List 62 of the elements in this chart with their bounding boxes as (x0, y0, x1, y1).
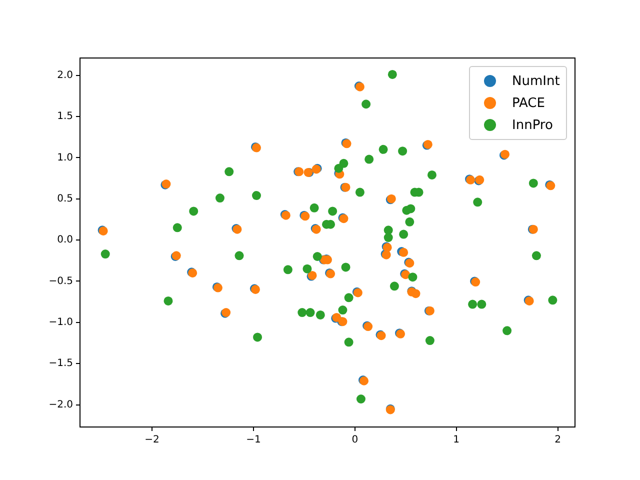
point (215, 194, 224, 203)
point (528, 178, 538, 188)
legend-label: NumInt (512, 74, 560, 88)
point (390, 282, 399, 291)
point (302, 264, 312, 274)
y-tick-label: −1.5 (48, 358, 73, 370)
point (344, 338, 354, 347)
point (283, 265, 292, 274)
point (502, 326, 512, 336)
point (355, 188, 364, 197)
point (344, 293, 354, 302)
point (388, 70, 397, 79)
y-tick-label: −0.5 (48, 276, 73, 287)
point (328, 206, 338, 216)
point (224, 167, 234, 176)
x-tick-label: −2 (144, 434, 160, 446)
legend-label: PACE (512, 96, 545, 110)
x-tick-label: 2 (554, 434, 561, 446)
x-tick-label: 0 (352, 434, 358, 446)
y-tick-label: 0.5 (57, 193, 73, 204)
point (378, 144, 388, 154)
point (356, 394, 366, 404)
point (408, 272, 418, 282)
point (405, 217, 414, 226)
y-tick-label: −1.0 (48, 316, 73, 328)
point (362, 100, 371, 109)
point (338, 306, 348, 315)
y-tick-label: 1.5 (57, 111, 73, 122)
point (164, 296, 173, 306)
point (189, 206, 198, 216)
point (411, 289, 420, 298)
x-tick-label: −1 (246, 434, 261, 446)
point (477, 300, 486, 309)
point (341, 262, 350, 272)
point (427, 170, 436, 180)
y-tick-label: 0.0 (57, 234, 73, 246)
point (310, 203, 319, 212)
point (473, 198, 482, 207)
point (253, 332, 262, 342)
point (339, 158, 348, 168)
point (425, 336, 434, 346)
point (298, 308, 307, 318)
point (532, 251, 541, 260)
point (100, 250, 110, 259)
y-tick-label: 1.0 (57, 152, 73, 164)
point (468, 300, 478, 309)
point (364, 154, 374, 164)
point (398, 146, 408, 156)
point (252, 191, 261, 200)
point (234, 251, 244, 260)
point (172, 223, 182, 232)
legend-label: InnPro (512, 118, 553, 132)
y-tick-label: 2.0 (57, 70, 73, 81)
point (406, 204, 416, 214)
x-tick-label: 1 (453, 434, 460, 446)
point (316, 310, 325, 320)
point (548, 296, 558, 305)
point (312, 252, 322, 261)
point (399, 230, 408, 239)
point (384, 233, 393, 242)
point (306, 308, 315, 318)
y-tick-label: −2.0 (48, 399, 73, 410)
